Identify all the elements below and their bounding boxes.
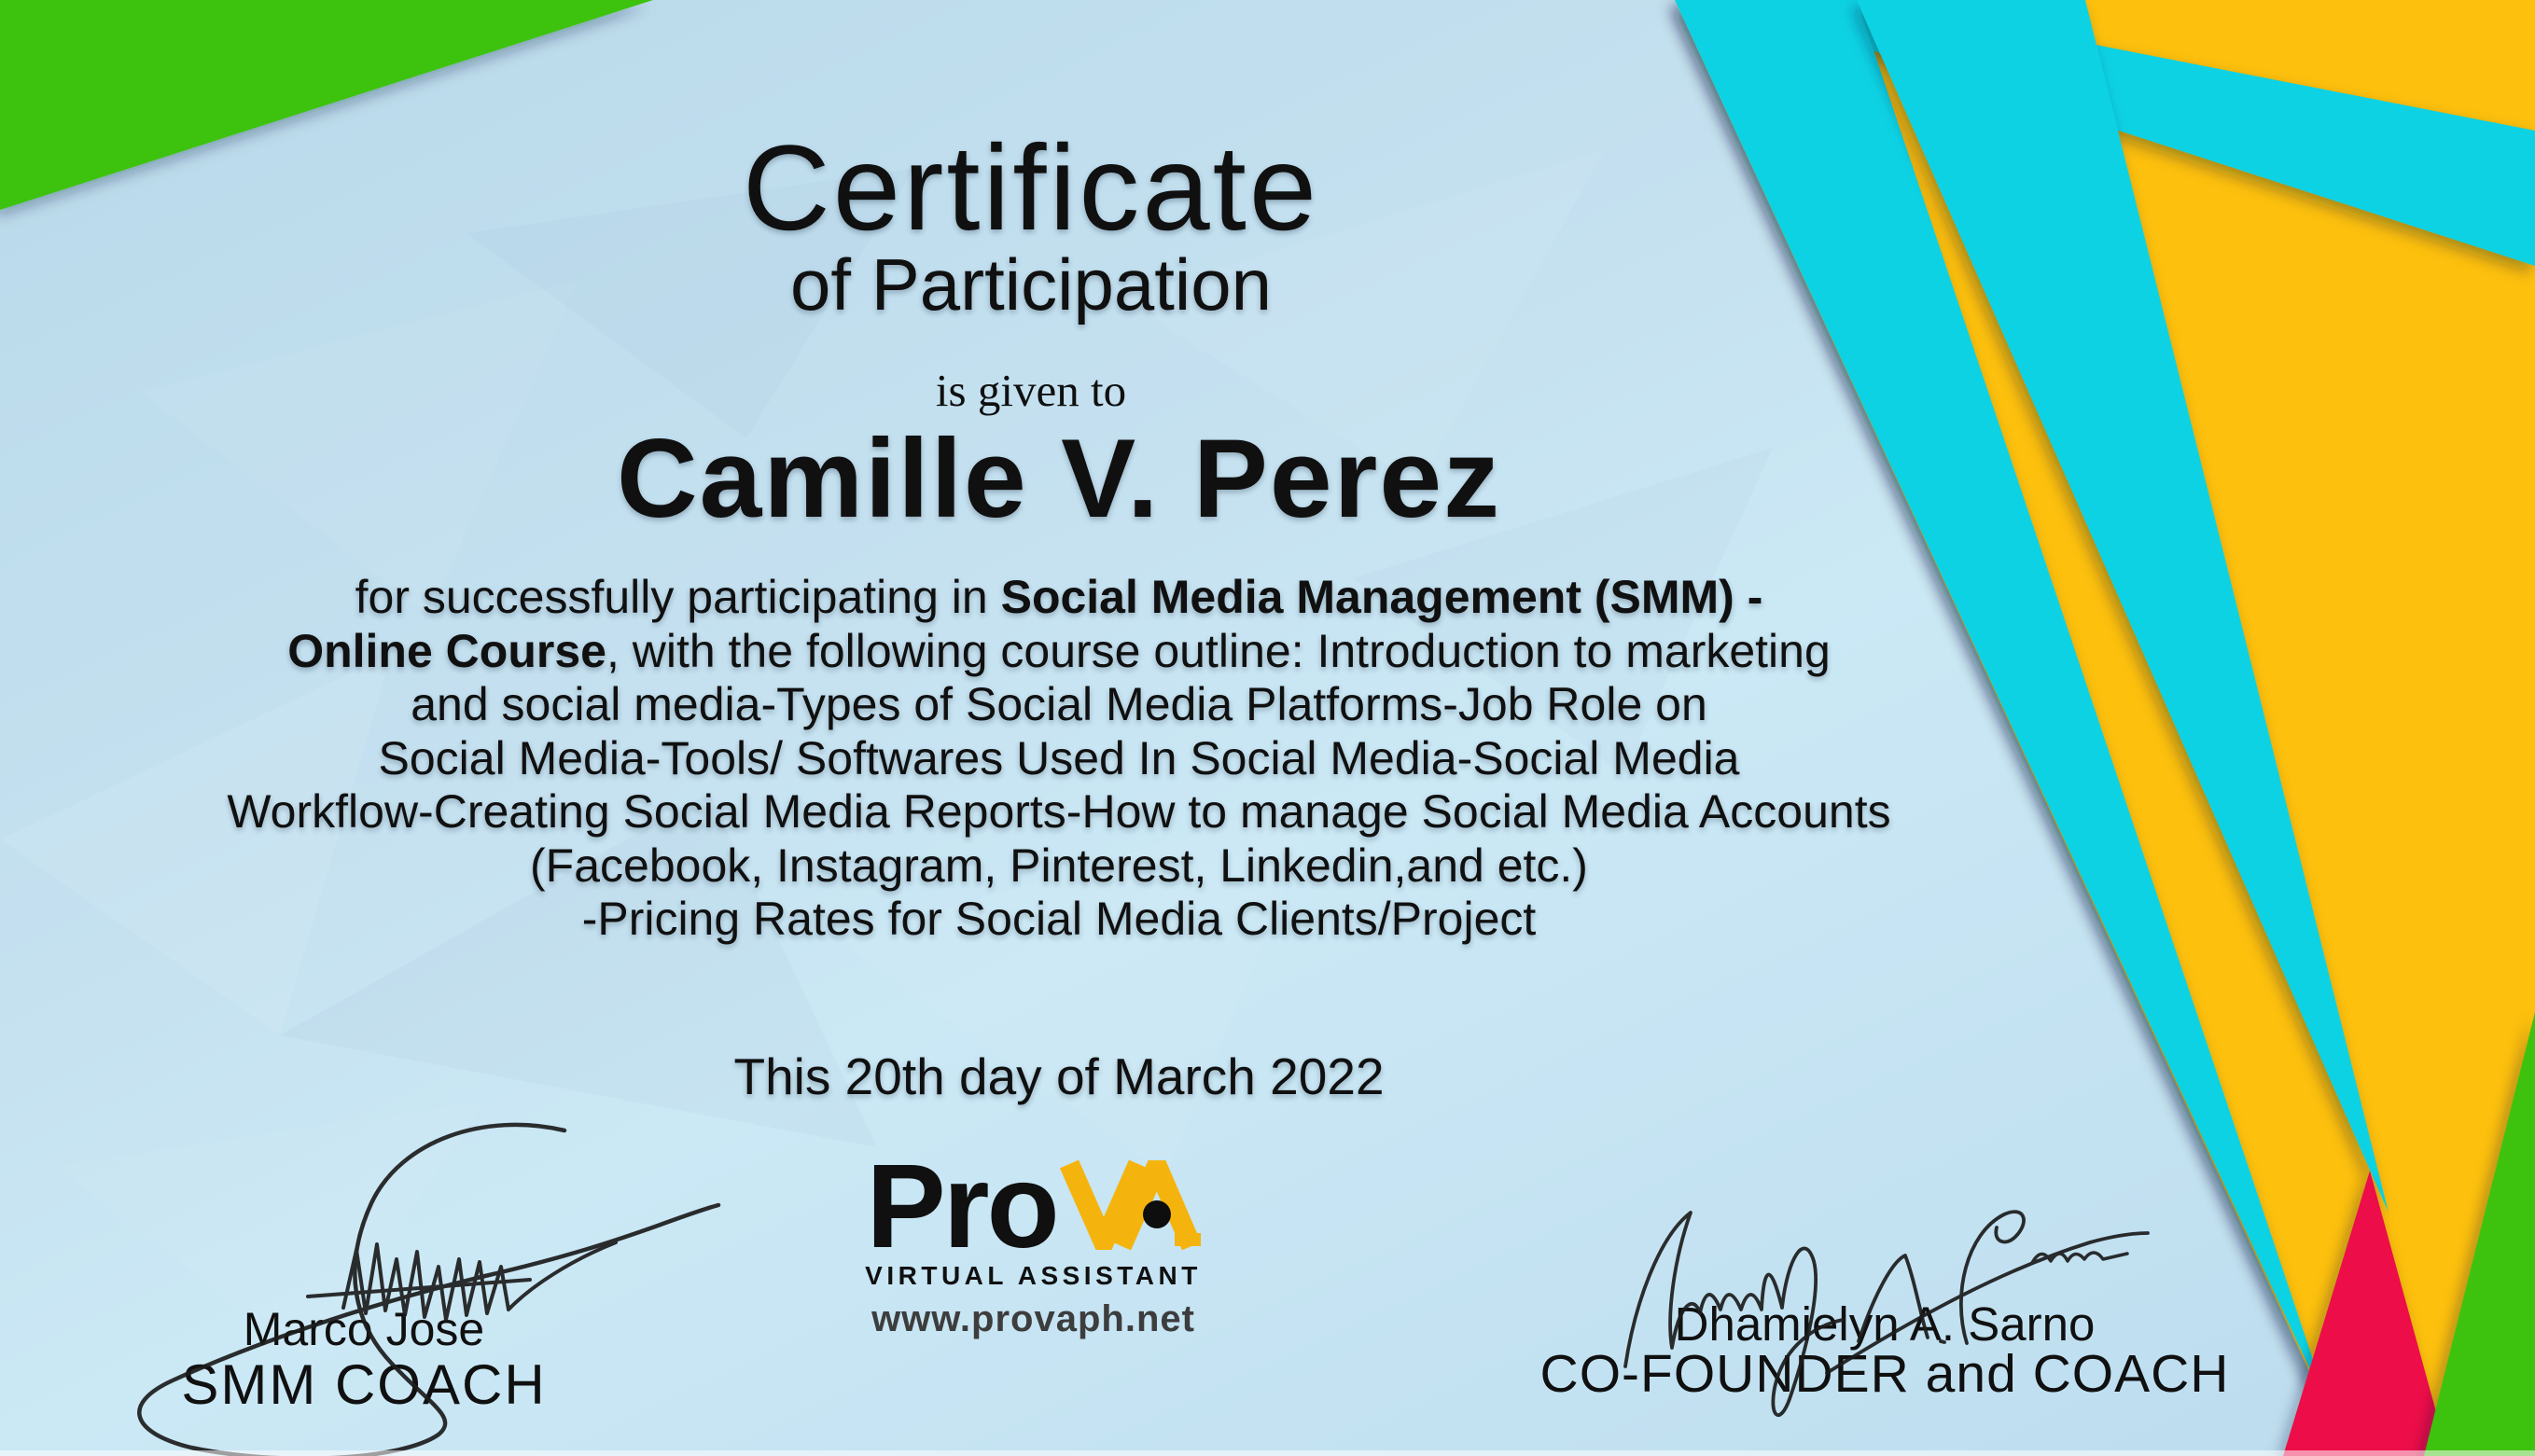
body-line7: -Pricing Rates for Social Media Clients/… [581, 893, 1537, 945]
certificate-subtitle: of Participation [790, 243, 1272, 326]
cyan-ribbon-right [1857, 0, 2389, 1213]
right-signatory-role: CO-FOUNDER and COACH [1539, 1344, 2230, 1404]
prova-logo: Pro VIRTUAL ASSISTANT www.provaph.net [863, 1140, 1204, 1340]
va-monogram-v-stroke [1059, 1160, 1148, 1250]
right-signature-surname-scribble [2030, 1251, 2129, 1265]
prova-wordmark-row: Pro [863, 1140, 1204, 1273]
body-line3: and social media-Types of Social Media P… [411, 678, 1707, 730]
va-monogram-dot [1142, 1200, 1171, 1228]
va-monogram-icon [1059, 1160, 1201, 1250]
body-line2-normal: , with the following course outline: Int… [606, 624, 1831, 677]
body-line1-normal: for successfully participating in [355, 571, 1001, 623]
certificate-title: Certificate [742, 119, 1320, 256]
recipient-name: Camille V. Perez [616, 416, 1502, 541]
prova-tagline: VIRTUAL ASSISTANT [865, 1261, 1202, 1290]
date-line: This 20th day of March 2022 [733, 1047, 1385, 1105]
right-signatory-name: Dhamielyn A. Sarno [1674, 1297, 2096, 1351]
given-to-label: is given to [935, 365, 1127, 416]
prova-wordmark-text: Pro [866, 1140, 1059, 1273]
body-line1-bold: Social Media Management (SMM) - [1000, 571, 1763, 623]
body-line2-bold: Online Course [287, 624, 606, 677]
left-signature-stroke [137, 1122, 721, 1456]
bottom-edge-highlight [0, 1450, 2535, 1456]
course-description: for successfully participating in Social… [0, 571, 2118, 947]
texture-facet [56, 1101, 485, 1362]
right-signature-stroke [1623, 1211, 1845, 1417]
body-line4: Social Media-Tools/ Softwares Used In So… [378, 731, 1740, 784]
cyan-ribbon-left [1675, 0, 2333, 1418]
va-monogram-a-stroke [1111, 1160, 1201, 1250]
pink-ribbon-bottom-right [2283, 1171, 2448, 1456]
green-corner-ribbon-top-left [0, 0, 653, 210]
texture-facet [0, 653, 392, 1035]
prova-website: www.provaph.net [871, 1298, 1195, 1339]
right-signature-initial [1857, 1254, 1946, 1344]
texture-facet [140, 280, 578, 616]
green-corner-ribbon-bottom-right [2424, 1012, 2535, 1456]
body-line6: (Facebook, Instagram, Pinterest, Linkedi… [530, 839, 1588, 892]
left-signatory-role: SMM COACH [181, 1353, 547, 1416]
right-signature-flourish [1959, 1210, 2026, 1345]
texture-facet [840, 793, 1325, 1175]
body-line5: Workflow-Creating Social Media Reports-H… [227, 785, 1891, 838]
left-signature-scribble [341, 1241, 618, 1322]
texture-facet [1120, 149, 1605, 485]
left-signature-strike [306, 1278, 532, 1298]
